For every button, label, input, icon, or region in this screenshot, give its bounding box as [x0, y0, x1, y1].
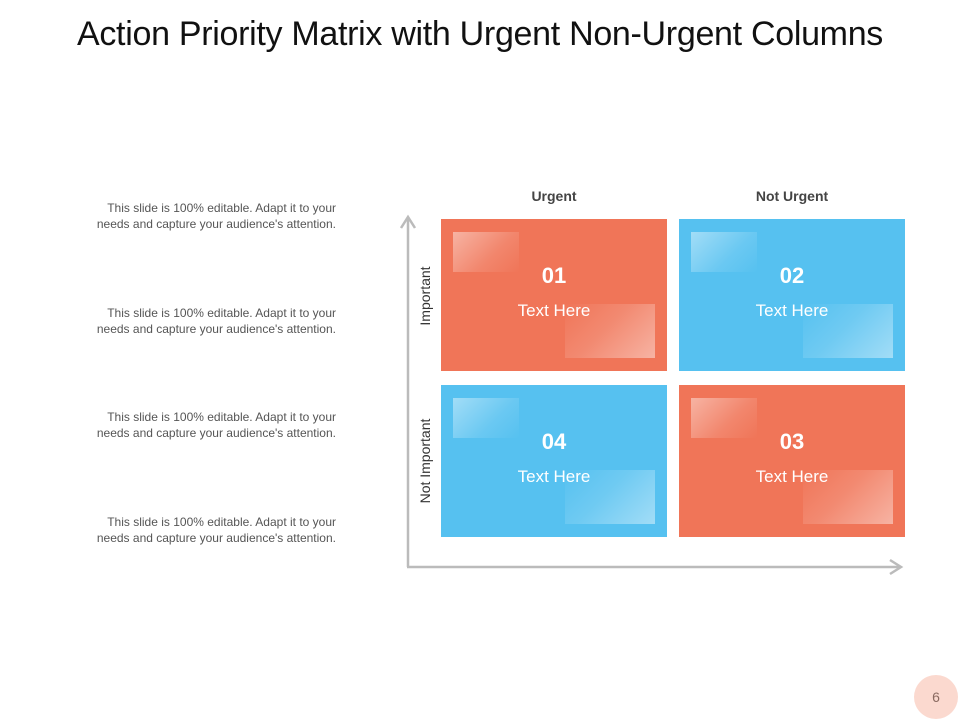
quadrant-text: Text Here — [517, 467, 591, 486]
description-block-4: This slide is 100% editable. Adapt it to… — [40, 514, 336, 546]
highlight-shape — [803, 470, 893, 524]
highlight-shape — [691, 398, 757, 438]
row-label-not-important: Not Important — [417, 418, 433, 504]
quadrant-03: 03 Text Here — [679, 385, 905, 537]
quadrant-text: Text Here — [755, 467, 829, 486]
description-line: needs and capture your audience's attent… — [96, 322, 336, 336]
description-block-2: This slide is 100% editable. Adapt it to… — [40, 305, 336, 337]
highlight-shape — [803, 304, 893, 358]
page-number-badge: 6 — [914, 675, 958, 719]
highlight-shape — [453, 232, 519, 272]
quadrant-04: 04 Text Here — [441, 385, 667, 537]
description-line: This slide is 100% editable. Adapt it to… — [107, 306, 336, 320]
column-header-not-urgent: Not Urgent — [755, 188, 829, 204]
highlight-shape — [453, 398, 519, 438]
highlight-shape — [565, 304, 655, 358]
column-header-urgent: Urgent — [531, 188, 577, 204]
quadrant-number: 04 — [541, 429, 567, 454]
row-label-important: Important — [417, 266, 433, 326]
quadrant-text: Text Here — [517, 301, 591, 320]
highlight-shape — [691, 232, 757, 272]
description-line: needs and capture your audience's attent… — [96, 217, 336, 231]
quadrant-text: Text Here — [755, 301, 829, 320]
highlight-shape — [565, 470, 655, 524]
slide-title: Action Priority Matrix with Urgent Non-U… — [76, 15, 884, 53]
quadrant-number: 03 — [779, 429, 805, 454]
quadrant-number: 01 — [541, 263, 567, 288]
quadrant-02: 02 Text Here — [679, 219, 905, 371]
description-line: This slide is 100% editable. Adapt it to… — [107, 410, 336, 424]
x-axis-arrow-icon — [889, 558, 904, 576]
description-line: needs and capture your audience's attent… — [96, 531, 336, 545]
description-line: needs and capture your audience's attent… — [96, 426, 336, 440]
description-line: This slide is 100% editable. Adapt it to… — [107, 201, 336, 215]
quadrant-01: 01 Text Here — [441, 219, 667, 371]
description-block-1: This slide is 100% editable. Adapt it to… — [40, 200, 336, 232]
y-axis-arrow-icon — [399, 214, 417, 229]
quadrant-number: 02 — [779, 263, 805, 288]
description-block-3: This slide is 100% editable. Adapt it to… — [40, 409, 336, 441]
description-line: This slide is 100% editable. Adapt it to… — [107, 515, 336, 529]
